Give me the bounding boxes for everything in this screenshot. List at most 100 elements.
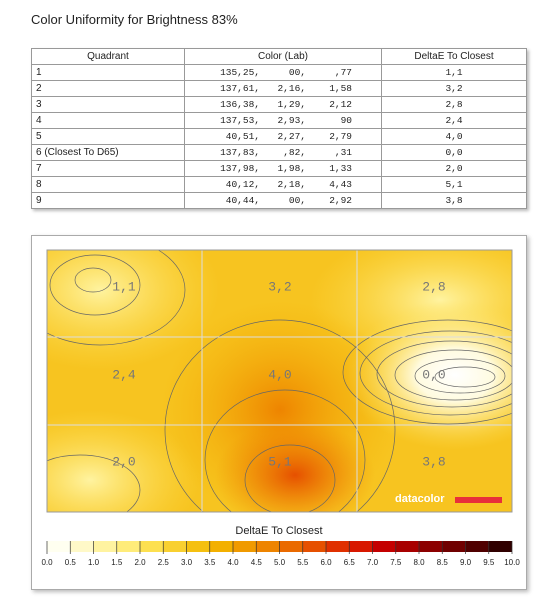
- colorbar-segment: [256, 541, 280, 552]
- lab-value: 137,53,: [220, 115, 260, 126]
- colorbar-tick-label: 10.0: [504, 558, 520, 567]
- colorbar-segment: [488, 541, 512, 552]
- colorbar-tick-label: 5.5: [297, 558, 309, 567]
- lab-value: 40,44,: [225, 195, 260, 206]
- lab-value: 2,18,: [277, 179, 306, 190]
- colorbar-tick-label: 6.0: [320, 558, 332, 567]
- colorbar-tick-label: 1.5: [111, 558, 123, 567]
- colorbar-tick-label: 6.5: [344, 558, 356, 567]
- lab-value: ,82,: [283, 147, 306, 158]
- lab-value: 00,: [288, 195, 306, 206]
- lab-value: 1,29,: [277, 99, 306, 110]
- colorbar-segment: [326, 541, 350, 552]
- colorbar-tick-label: 3.5: [204, 558, 216, 567]
- quadrant-label: 5,1: [268, 454, 292, 469]
- quadrant-label: 2,4: [112, 367, 136, 382]
- colorbar-tick-label: 5.0: [274, 558, 286, 567]
- table-body: 1 135,25, 00, ,77 1,1 2 137,61, 2,16, 1,58 3,2 3 13…: [31, 64, 527, 209]
- lab-value: 90: [340, 115, 352, 126]
- colorbar-tick-label: 1.0: [88, 558, 100, 567]
- lab-value: 2,27,: [277, 131, 306, 142]
- quadrant-label: 2,0: [112, 454, 135, 469]
- colorbar-tick-label: 9.0: [460, 558, 472, 567]
- lab-value: 135,25,: [220, 67, 260, 78]
- quadrant-label: 3,8: [422, 454, 445, 469]
- quadrant-cell: 9: [31, 192, 185, 209]
- table-row: 8 40,12, 2,18, 4,43 5,1: [31, 176, 527, 193]
- colorbar-tick-label: 0.0: [41, 558, 53, 567]
- colorbar-tick-label: 2.0: [134, 558, 146, 567]
- heatmap-surface: datacolor: [47, 250, 512, 512]
- colorbar-tick-label: 8.0: [413, 558, 425, 567]
- colorbar-tick-label: 7.0: [367, 558, 379, 567]
- lab-values: 137,61, 2,16, 1,58: [189, 83, 377, 94]
- colorbar-tick-label: 7.5: [390, 558, 402, 567]
- lab-values: 40,44, 00, 2,92: [189, 195, 377, 206]
- brand-logo: datacolor: [395, 493, 445, 505]
- lab-values: 40,51, 2,27, 2,79: [189, 131, 377, 142]
- colorbar-tick-label: 9.5: [483, 558, 495, 567]
- colorbar-segment: [70, 541, 94, 552]
- lab-value: 136,38,: [220, 99, 260, 110]
- colorbar-segment: [349, 541, 373, 552]
- colorbar-tick-label: 0.5: [65, 558, 77, 567]
- colorbar-segment: [372, 541, 396, 552]
- colorbar-segment: [302, 541, 326, 552]
- delta-cell: 3,8: [381, 192, 527, 209]
- lab-value: 1,98,: [277, 163, 306, 174]
- lab-values: 137,98, 1,98, 1,33: [189, 163, 377, 174]
- colorbar-segment: [233, 541, 257, 552]
- quadrant-label: 3,2: [268, 279, 291, 294]
- lab-values: 137,83, ,82, ,31: [189, 147, 377, 158]
- table-row: 5 40,51, 2,27, 2,79 4,0: [31, 128, 527, 145]
- lab-value: 2,92: [329, 195, 352, 206]
- lab-value: ,31: [334, 147, 352, 158]
- lab-value: 2,12: [329, 99, 352, 110]
- page-title: Color Uniformity for Brightness 83%: [31, 12, 238, 27]
- lab-value: 1,58: [329, 83, 352, 94]
- colorbar-segment: [209, 541, 233, 552]
- lab-values: 40,12, 2,18, 4,43: [189, 179, 377, 190]
- colorbar-segment: [140, 541, 164, 552]
- quadrant-label: 0,0: [422, 367, 445, 382]
- colorbar-tick-label: 4.0: [227, 558, 239, 567]
- lab-value: 00,: [288, 67, 306, 78]
- lab-value: 1,33: [329, 163, 352, 174]
- colorbar-segment: [395, 541, 419, 552]
- colorbar-title: DeltaE To Closest: [235, 525, 322, 537]
- data-table: Quadrant Color (Lab) DeltaE To Closest 1…: [31, 48, 527, 209]
- lab-value: 137,61,: [220, 83, 260, 94]
- colorbar-segment: [47, 541, 71, 552]
- lab-cell: 40,44, 00, 2,92: [184, 192, 382, 209]
- colorbar-tick-label: 2.5: [158, 558, 170, 567]
- lab-value: 40,12,: [225, 179, 260, 190]
- colorbar-segment: [93, 541, 117, 552]
- table-row: 7 137,98, 1,98, 1,33 2,0: [31, 160, 527, 177]
- header-row: Quadrant Color (Lab) DeltaE To Closest: [31, 48, 527, 65]
- table-row: 4 137,53, 2,93, 90 2,4: [31, 112, 527, 129]
- lab-values: 135,25, 00, ,77: [189, 67, 377, 78]
- colorbar-tick-label: 8.5: [437, 558, 449, 567]
- chart-panel: [31, 235, 527, 590]
- colorbar-segment: [465, 541, 489, 552]
- lab-value: 40,51,: [225, 131, 260, 142]
- lab-value: 137,98,: [220, 163, 260, 174]
- lab-value: 2,79: [329, 131, 352, 142]
- lab-value: ,77: [334, 67, 352, 78]
- colorbar-tick-label: 3.0: [181, 558, 193, 567]
- colorbar-segment: [279, 541, 303, 552]
- lab-value: 2,16,: [277, 83, 306, 94]
- table-row: 3 136,38, 1,29, 2,12 2,8: [31, 96, 527, 113]
- colorbar-segment: [163, 541, 187, 552]
- lab-value: 2,93,: [277, 115, 306, 126]
- quadrant-label: 1,1: [112, 279, 136, 294]
- colorbar-segment: [442, 541, 466, 552]
- colorbar-segment: [186, 541, 210, 552]
- table-row: 9 40,44, 00, 2,92 3,8: [31, 192, 527, 209]
- quadrant-label: 2,8: [422, 279, 445, 294]
- table-row: 6 (Closest To D65) 137,83, ,82, ,31 0,0: [31, 144, 527, 161]
- quadrant-label: 4,0: [268, 367, 291, 382]
- colorbar-tick-label: 4.5: [251, 558, 263, 567]
